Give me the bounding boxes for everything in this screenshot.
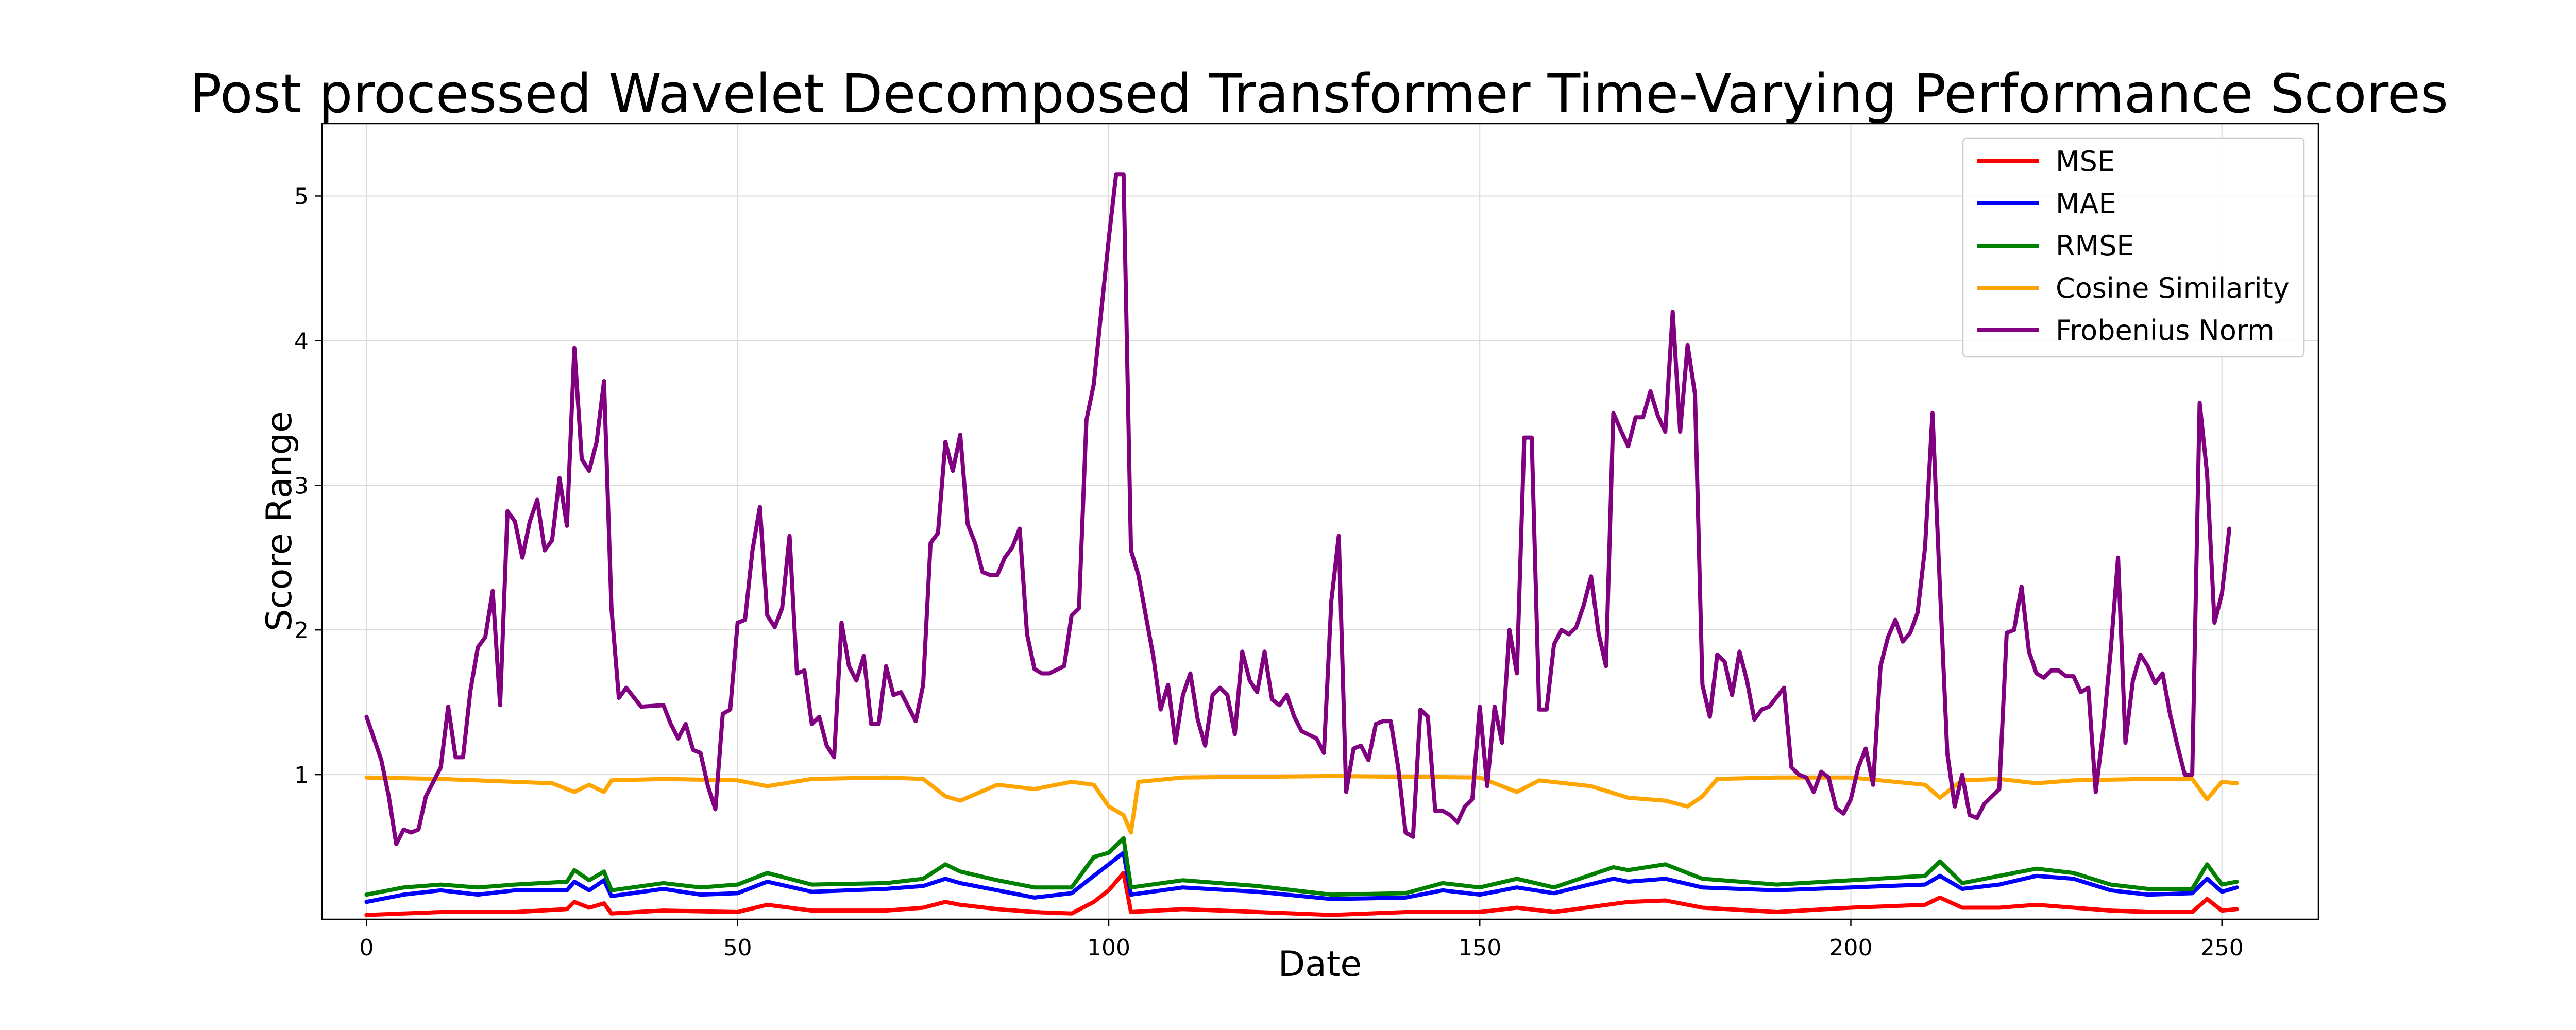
legend-label-mse: MSE [2056, 145, 2115, 178]
series-line-rmse [364, 836, 2239, 897]
legend-box [1962, 137, 2305, 358]
legend-label-rmse: RMSE [2056, 230, 2134, 262]
series-line-frobenius-norm [364, 172, 2232, 846]
tick-labels: 0 50 100 150 200 250 1 2 3 4 5 [294, 183, 2244, 961]
x-tick-label: 100 [1087, 935, 1130, 961]
legend-label-frobenius-norm: Frobenius Norm [2056, 314, 2275, 347]
y-axis-label: Score Range [259, 411, 300, 631]
x-tick-label: 0 [359, 935, 374, 961]
legend-label-cosine-similarity: Cosine Similarity [2056, 272, 2290, 304]
legend-label-mae: MAE [2056, 187, 2116, 220]
x-tick-label: 250 [2200, 935, 2244, 961]
y-tick-label: 5 [294, 183, 309, 210]
series-group [364, 172, 2239, 917]
x-tick-label: 50 [723, 935, 752, 961]
y-tick-label: 1 [294, 762, 309, 788]
x-tick-label: 200 [1829, 935, 1872, 961]
x-axis-label: Date [1278, 944, 1362, 985]
series-line-mae [364, 850, 2239, 904]
series-line-mse [364, 871, 2239, 917]
legend: MSE MAE RMSE Cosine Similarity Frobenius Nor… [1962, 137, 2305, 358]
y-tick-label: 2 [294, 617, 309, 644]
plot-frame [321, 123, 2319, 920]
y-tick-label: 3 [294, 473, 309, 499]
series-line-cosine-similarity [364, 774, 2239, 835]
chart-title: Post processed Wavelet Decomposed Transf… [190, 62, 2448, 125]
y-tick-label: 4 [294, 328, 309, 354]
x-tick-label: 150 [1458, 935, 1501, 961]
